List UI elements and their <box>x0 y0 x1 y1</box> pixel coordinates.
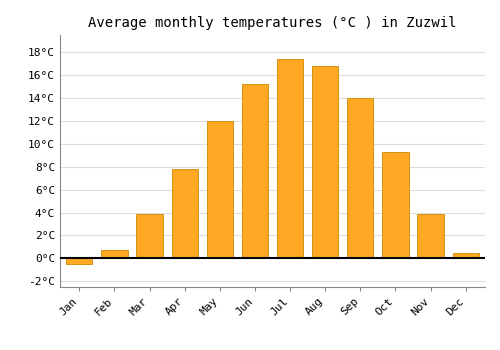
Bar <box>452 253 479 258</box>
Bar <box>206 121 233 258</box>
Bar <box>277 59 303 258</box>
Bar <box>382 152 408 258</box>
Bar <box>66 258 92 264</box>
Bar <box>347 98 374 258</box>
Bar <box>418 214 444 258</box>
Bar <box>102 250 128 258</box>
Bar <box>136 214 162 258</box>
Bar <box>312 66 338 258</box>
Bar <box>172 169 198 258</box>
Bar <box>242 84 268 258</box>
Title: Average monthly temperatures (°C ) in Zuzwil: Average monthly temperatures (°C ) in Zu… <box>88 16 457 30</box>
